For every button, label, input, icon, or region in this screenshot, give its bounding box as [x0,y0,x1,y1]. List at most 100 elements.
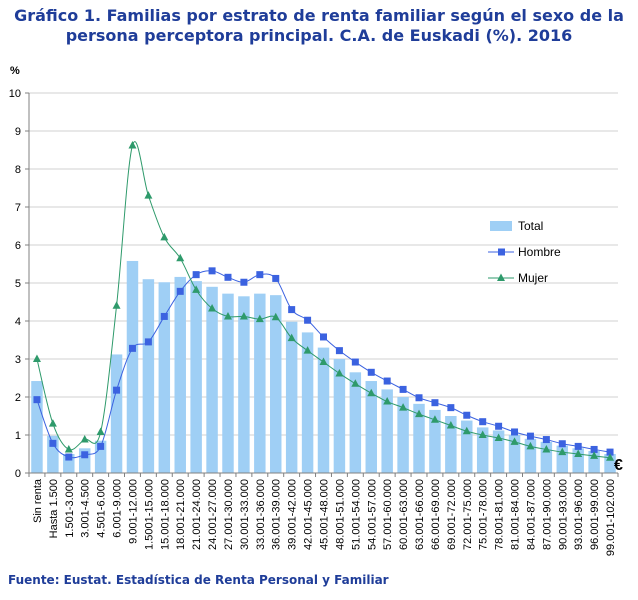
x-tick-label: 51.001-54.000 [350,479,362,550]
y-tick-label: 0 [15,468,21,480]
point-hombre [272,274,280,282]
point-hombre [320,333,327,341]
x-tick-label: 15.001-18.000 [159,479,171,550]
line-series-mujer [32,140,615,461]
bar-total [47,435,59,473]
bar-total [317,347,330,473]
point-mujer [399,403,408,411]
point-mujer [32,354,41,362]
x-tick-label: 33.001-36.000 [255,479,267,550]
x-tick-label: 3.001-4.500 [80,479,92,538]
bar-total [492,430,505,473]
point-hombre [479,418,487,426]
legend-label-hombre: Hombre [518,245,561,259]
legend: Total Hombre Mujer [488,219,561,285]
bar-total [604,454,616,473]
point-hombre [606,448,614,456]
bar-series-total [31,260,616,473]
bar-total [524,438,537,473]
x-tick-label: 96.001-99.000 [589,479,601,550]
bar-total [508,435,521,473]
point-mujer [144,191,153,199]
point-mujer [64,444,73,453]
x-tick-label: 27.001-30.000 [223,479,235,550]
y-tick-label: 4 [15,316,21,328]
x-tick-label: 93.001-96.000 [573,479,585,550]
point-hombre [399,385,407,393]
x-tick-labels: Sin renta Hasta 1.500 1.501-3.000 3.001-4.5… [32,478,617,556]
point-hombre [224,273,232,281]
point-mujer [48,419,57,427]
bar-total [556,445,569,473]
x-tick-label: 72.001-75.000 [462,479,474,550]
point-hombre [367,368,375,376]
bar-total [572,448,584,473]
x-tick-label: 90.001-93.000 [557,479,569,550]
x-tick-label: 81.001-84.000 [510,479,522,550]
y-tick-label: 6 [15,240,21,252]
point-hombre [33,396,41,404]
x-tick-label: 6.001-9.000 [112,479,124,538]
x-tick-label: 60.001-63.000 [398,479,410,550]
y-tick-labels: 0 1 2 3 4 5 6 7 8 9 10 [9,88,21,480]
point-mujer [430,415,439,423]
point-hombre [176,287,184,295]
x-tick-label: 1.501-3.000 [64,479,76,538]
bar-total [397,397,409,473]
bar-total [429,409,441,473]
y-tick-label: 8 [15,164,21,176]
bar-total [222,293,234,473]
x-tick-label: 57.001-60.000 [382,479,394,550]
y-tick-label: 10 [9,88,21,100]
legend-marker-hombre [498,248,505,256]
bar-total [126,260,139,473]
x-tick-label: 39.001-42.000 [287,479,299,550]
y-axis-label: % [10,65,20,77]
bar-total [254,293,266,473]
bar-total [461,420,473,473]
y-tick-label: 3 [15,354,21,366]
point-hombre [526,432,534,440]
bar-total [94,440,107,473]
point-hombre [574,442,582,450]
x-tick-label: Sin renta [32,478,44,523]
chart-title: Gráfico 1. Familias por estrato de renta… [0,6,638,46]
y-tick-label: 5 [15,278,21,290]
point-hombre [383,377,391,385]
bar-total [413,403,425,473]
point-hombre [447,404,455,412]
x-axis-unit: € [614,457,623,474]
point-mujer [574,449,583,457]
bar-total [238,296,250,473]
chart-title-line-1: Gráfico 1. Familias por estrato de renta… [14,6,624,25]
point-mujer [176,253,185,262]
x-tick-label: 69.001-72.000 [446,479,458,550]
legend-marker-mujer [497,273,505,281]
point-hombre [240,278,248,286]
point-hombre [463,411,471,419]
x-tick-label: 24.001-27.000 [207,479,219,550]
point-hombre [97,442,105,450]
point-mujer [192,285,201,293]
point-hombre [81,451,89,459]
point-mujer [208,303,217,312]
bar-total [349,372,362,473]
point-mujer [606,453,615,461]
bar-total [190,281,202,473]
point-hombre [431,399,439,407]
point-mujer [542,444,551,453]
point-hombre [511,428,519,436]
point-mujer [494,433,503,442]
bar-total [333,359,346,473]
x-tick-label: 78.001-81.000 [494,479,506,550]
point-hombre [304,316,312,324]
point-mujer [526,441,535,450]
x-tick-label: 1.5001-15.000 [143,479,155,550]
x-tick-label: 36.001-39.000 [271,479,283,550]
bar-total [270,295,282,473]
point-mujer [303,346,312,354]
point-hombre [415,394,423,402]
legend-label-mujer: Mujer [518,271,548,285]
point-mujer [80,435,89,443]
point-mujer [223,311,232,320]
